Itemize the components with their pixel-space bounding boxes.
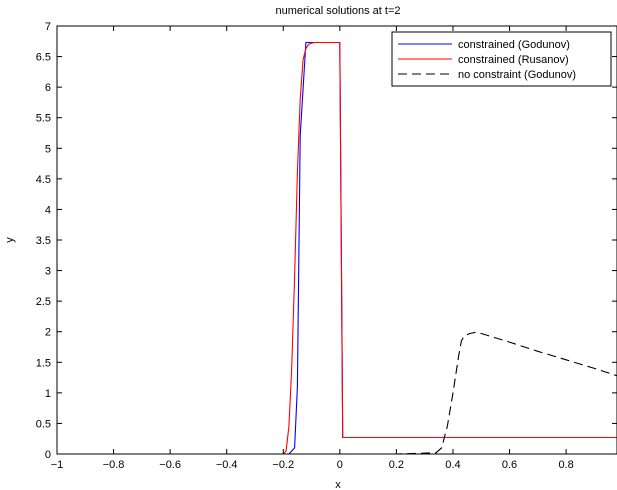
legend: constrained (Godunov) constrained (Rusano… (391, 31, 612, 87)
x-tick-label: 0 (337, 459, 343, 471)
legend-label-0: constrained (Godunov) (458, 39, 570, 51)
y-tick-label: 2.5 (36, 296, 51, 308)
y-tick-label: 5.5 (36, 113, 51, 125)
y-tick-label: 4.5 (36, 174, 51, 186)
y-tick-label: 2 (45, 327, 51, 339)
series-line-1 (57, 41, 617, 455)
y-tick-label: 1.5 (36, 357, 51, 369)
y-tick-label: 6 (45, 82, 51, 94)
y-tick-label: 5 (45, 143, 51, 155)
x-tick-label: −0.2 (272, 459, 294, 471)
y-tick-label: 6.5 (36, 52, 51, 64)
y-tick-label: 0 (45, 449, 51, 461)
y-tick-label: 7 (45, 21, 51, 33)
y-tick-label: 4 (45, 204, 51, 216)
chart-title: numerical solutions at t=2 (275, 5, 400, 17)
y-tick-label: 1 (45, 388, 51, 400)
y-axis-label: y (4, 237, 16, 243)
x-tick-label: 0.4 (445, 459, 460, 471)
x-tick-label: 0.6 (502, 459, 517, 471)
legend-label-2: no constraint (Godunov) (458, 69, 576, 81)
x-tick-label: −0.8 (103, 459, 125, 471)
x-tick-label: −0.6 (159, 459, 181, 471)
x-tick-label: −1 (51, 459, 64, 471)
y-tick-label: 3 (45, 266, 51, 278)
axis-layer: −1 −0.8 −0.6 −0.4 −0.2 0 0.2 0.4 0.6 0.8 0 0.5 1 1.5 2… (36, 21, 617, 471)
x-tick-label: 0.8 (558, 459, 573, 471)
x-tick-label: −0.4 (216, 459, 238, 471)
y-tick-label: 0.5 (36, 418, 51, 430)
x-axis-label: x (335, 479, 341, 490)
legend-label-1: constrained (Rusanov) (458, 54, 569, 66)
y-tick-label: 3.5 (36, 235, 51, 247)
x-tick-label: 0.2 (389, 459, 404, 471)
